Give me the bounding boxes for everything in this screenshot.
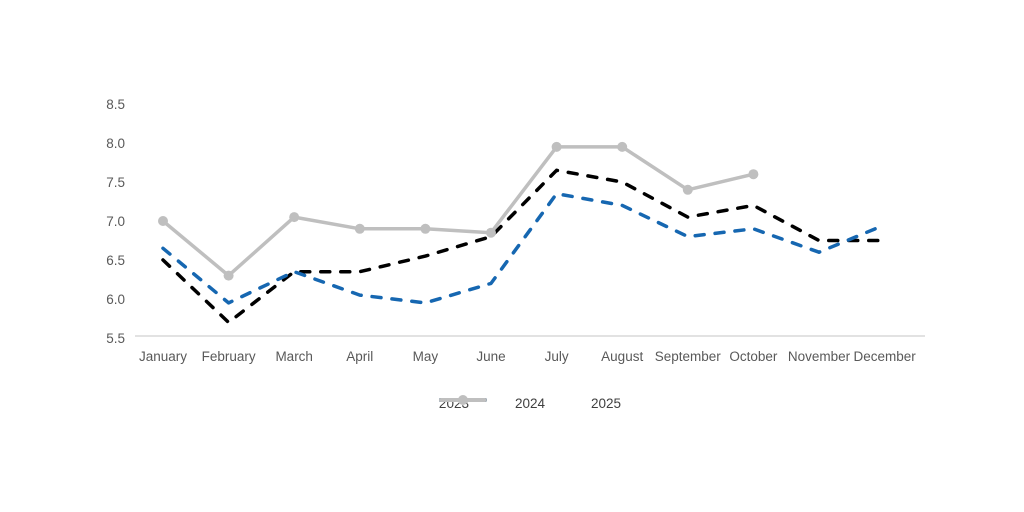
y-tick-label: 6.0 [106,292,125,307]
series-marker-2025 [486,227,496,238]
series-line-2023 [161,168,887,325]
chart-legend: 2023 2024 2025 [438,395,622,413]
x-tick-label: September [655,349,722,364]
series-line-2024 [161,191,887,305]
series-line-2025 [161,145,756,278]
legend-item-2024: 2024 [438,395,546,413]
legend-item-2025: 2025 [438,395,622,413]
y-tick-label: 6.5 [106,253,125,268]
x-tick-label: August [601,349,643,364]
x-tick-label: May [413,349,439,364]
series-marker-2025 [617,141,628,152]
x-tick-label: July [545,349,569,364]
y-tick-label: 8.5 [106,97,125,112]
y-tick-label: 7.0 [106,214,125,229]
x-tick-label: October [729,349,778,364]
series-marker-2025 [223,270,234,281]
x-tick-label: February [202,349,256,364]
series-marker-2025 [289,212,300,223]
series-marker-2025 [748,169,759,180]
series-marker-2025 [682,184,693,195]
y-tick-label: 7.5 [106,175,125,190]
legend-swatch-marker-line-icon [438,395,487,405]
y-tick-label: 8.0 [106,136,125,151]
x-tick-label: November [788,349,851,364]
series-marker-2025 [158,216,168,226]
series-marker-2025 [354,223,365,234]
legend-label: 2025 [591,396,622,411]
series-marker-2025 [551,141,562,152]
x-tick-label: April [346,349,373,364]
x-tick-label: December [853,349,916,364]
legend-label: 2024 [514,396,546,411]
series-marker-2025 [420,223,431,234]
x-tick-label: January [139,349,187,364]
legend-marker [457,395,468,405]
x-tick-label: June [476,349,505,364]
x-tick-label: March [275,349,313,364]
y-tick-label: 5.5 [106,331,125,346]
